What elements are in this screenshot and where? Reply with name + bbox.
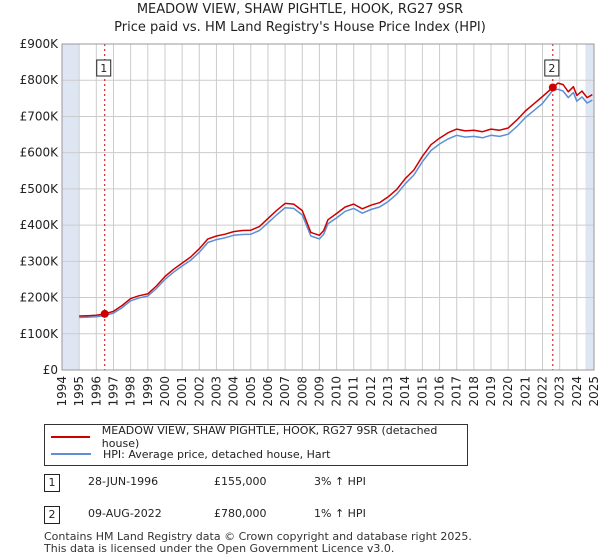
transaction-badge: 2: [44, 506, 60, 524]
x-tick-label: 2006: [261, 376, 275, 407]
legend-label-hpi: HPI: Average price, detached house, Hart: [103, 447, 331, 461]
y-tick-label: £700K: [20, 109, 60, 123]
annotation-label: 1: [100, 62, 107, 75]
x-tick-label: 1998: [124, 376, 138, 407]
price-chart: £0 £100K £200K £300K £400K £500K £600K £700K £80…: [20, 37, 600, 407]
x-tick-label: 2001: [175, 376, 189, 407]
x-tick-label: 2024: [570, 376, 584, 407]
shaded-bands: [62, 44, 594, 370]
y-tick-label: £300K: [20, 254, 60, 268]
annotation-box: [96, 59, 112, 77]
axes: £0 £100K £200K £300K £400K £500K £600K £700K £80…: [20, 37, 600, 407]
y-tick-label: £800K: [20, 73, 60, 87]
footer-line-2: This data is licensed under the Open Gov…: [44, 542, 395, 555]
x-tick-label: 2002: [192, 376, 206, 407]
transaction-date: 28-JUN-1996: [88, 475, 159, 488]
chart-subtitle: Price paid vs. HM Land Registry's House …: [114, 20, 486, 35]
x-tick-label: 2023: [553, 376, 567, 407]
legend-swatch-hpi: [51, 453, 91, 455]
legend: MEADOW VIEW, SHAW PIGHTLE, HOOK, RG27 9S…: [44, 424, 468, 466]
x-tick-label: 1996: [89, 376, 103, 407]
sale-point: [100, 309, 109, 318]
plot-frame: [61, 43, 595, 371]
transaction-row: 1 28-JUN-1996 £155,000 3% ↑ HPI: [44, 474, 564, 500]
x-tick-label: 2016: [433, 376, 447, 407]
x-tick-label: 2018: [467, 376, 481, 407]
x-tick-label: 2013: [381, 376, 395, 407]
grid-lines: [61, 43, 595, 371]
shaded-band: [585, 44, 594, 370]
x-tick-label: 1999: [141, 376, 155, 407]
x-tick-label: 2007: [278, 376, 292, 407]
transaction-price: £155,000: [214, 475, 267, 488]
legend-label-property: MEADOW VIEW, SHAW PIGHTLE, HOOK, RG27 9S…: [101, 424, 438, 450]
series-lines: [79, 82, 593, 319]
legend-item-hpi: HPI: Average price, detached house, Hart: [51, 446, 330, 462]
x-tick-label: 2010: [330, 376, 344, 407]
legend-swatch-property: [51, 436, 90, 438]
transactions-table: 1 28-JUN-1996 £155,000 3% ↑ HPI 2 09-AUG…: [44, 474, 564, 532]
x-tick-label: 2011: [347, 376, 361, 407]
x-tick-label: 2008: [295, 376, 309, 407]
transaction-hpi: 3% ↑ HPI: [314, 475, 366, 488]
x-tick-label: 2004: [227, 376, 241, 407]
shaded-band: [62, 44, 80, 370]
sale-point: [548, 83, 557, 92]
x-tick-label: 2021: [518, 376, 532, 407]
x-tick-label: 2000: [158, 376, 172, 407]
x-tick-label: 1994: [55, 376, 69, 407]
y-tick-label: £0: [43, 363, 58, 377]
property-price-line: [79, 82, 593, 317]
x-tick-label: 2012: [364, 376, 378, 407]
x-tick-label: 2005: [244, 376, 258, 407]
x-tick-label: 2017: [450, 376, 464, 407]
sale-marker-lines: [104, 44, 554, 370]
y-tick-label: £500K: [20, 182, 60, 196]
legend-item-property: MEADOW VIEW, SHAW PIGHTLE, HOOK, RG27 9S…: [51, 424, 467, 450]
x-tick-label: 2003: [209, 376, 223, 407]
y-tick-label: £600K: [20, 146, 60, 160]
y-tick-label: £900K: [20, 37, 60, 51]
annotation-label: 2: [548, 62, 555, 75]
x-tick-label: 2022: [536, 376, 550, 407]
x-tick-label: 1995: [72, 376, 86, 407]
transaction-date: 09-AUG-2022: [88, 507, 162, 520]
transaction-badge: 1: [44, 474, 60, 492]
x-tick-label: 2019: [484, 376, 498, 407]
footer: Contains HM Land Registry data © Crown c…: [44, 531, 472, 555]
transaction-price: £780,000: [214, 507, 267, 520]
x-tick-label: 2020: [501, 376, 515, 407]
annotation-box: [544, 59, 560, 77]
y-tick-label: £400K: [20, 218, 60, 232]
transaction-hpi: 1% ↑ HPI: [314, 507, 366, 520]
transaction-row: 2 09-AUG-2022 £780,000 1% ↑ HPI: [44, 506, 564, 532]
footer-line-1: Contains HM Land Registry data © Crown c…: [44, 530, 472, 543]
y-tick-label: £100K: [20, 327, 60, 341]
x-tick-label: 2009: [312, 376, 326, 407]
x-tick-label: 1997: [106, 376, 120, 407]
x-tick-label: 2015: [415, 376, 429, 407]
x-tick-label: 2025: [587, 376, 600, 407]
chart-title: MEADOW VIEW, SHAW PIGHTLE, HOOK, RG27 9S…: [136, 2, 464, 17]
x-tick-label: 2014: [398, 376, 412, 407]
hpi-line: [79, 88, 593, 319]
y-tick-label: £200K: [20, 291, 60, 305]
